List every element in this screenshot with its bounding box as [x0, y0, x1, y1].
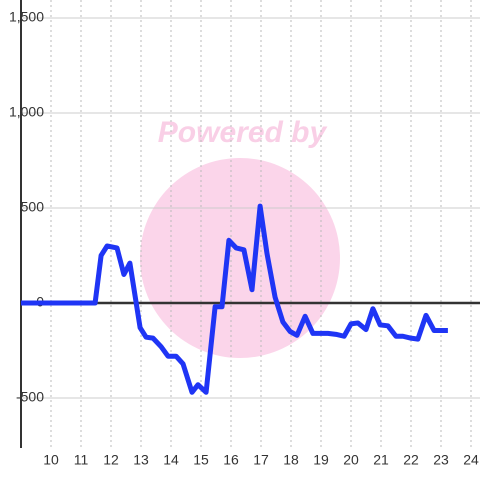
y-tick-label: 1,000 [9, 104, 44, 120]
x-tick-label: 18 [283, 452, 299, 468]
x-tick-label: 15 [193, 452, 209, 468]
x-tick-label: 19 [313, 452, 329, 468]
x-tick-label: 12 [103, 452, 119, 468]
x-tick-label: 13 [133, 452, 149, 468]
x-tick-label: 14 [163, 452, 179, 468]
watermark-text: Powered by [158, 116, 328, 149]
x-tick-label: 11 [74, 452, 89, 468]
x-tick-label: 17 [253, 452, 269, 468]
data-line [21, 203, 448, 395]
y-tick-label: -500 [16, 389, 44, 405]
x-tick-label: 21 [373, 452, 389, 468]
x-tick-label: 24 [463, 452, 479, 468]
y-tick-label: 1,500 [9, 9, 44, 25]
y-tick-label: 500 [21, 199, 45, 215]
x-tick-label: 16 [223, 452, 239, 468]
x-tick-label: 20 [343, 452, 359, 468]
x-tick-label: 10 [43, 452, 59, 468]
x-tick-label: 22 [403, 452, 419, 468]
x-tick-label: 23 [433, 452, 449, 468]
